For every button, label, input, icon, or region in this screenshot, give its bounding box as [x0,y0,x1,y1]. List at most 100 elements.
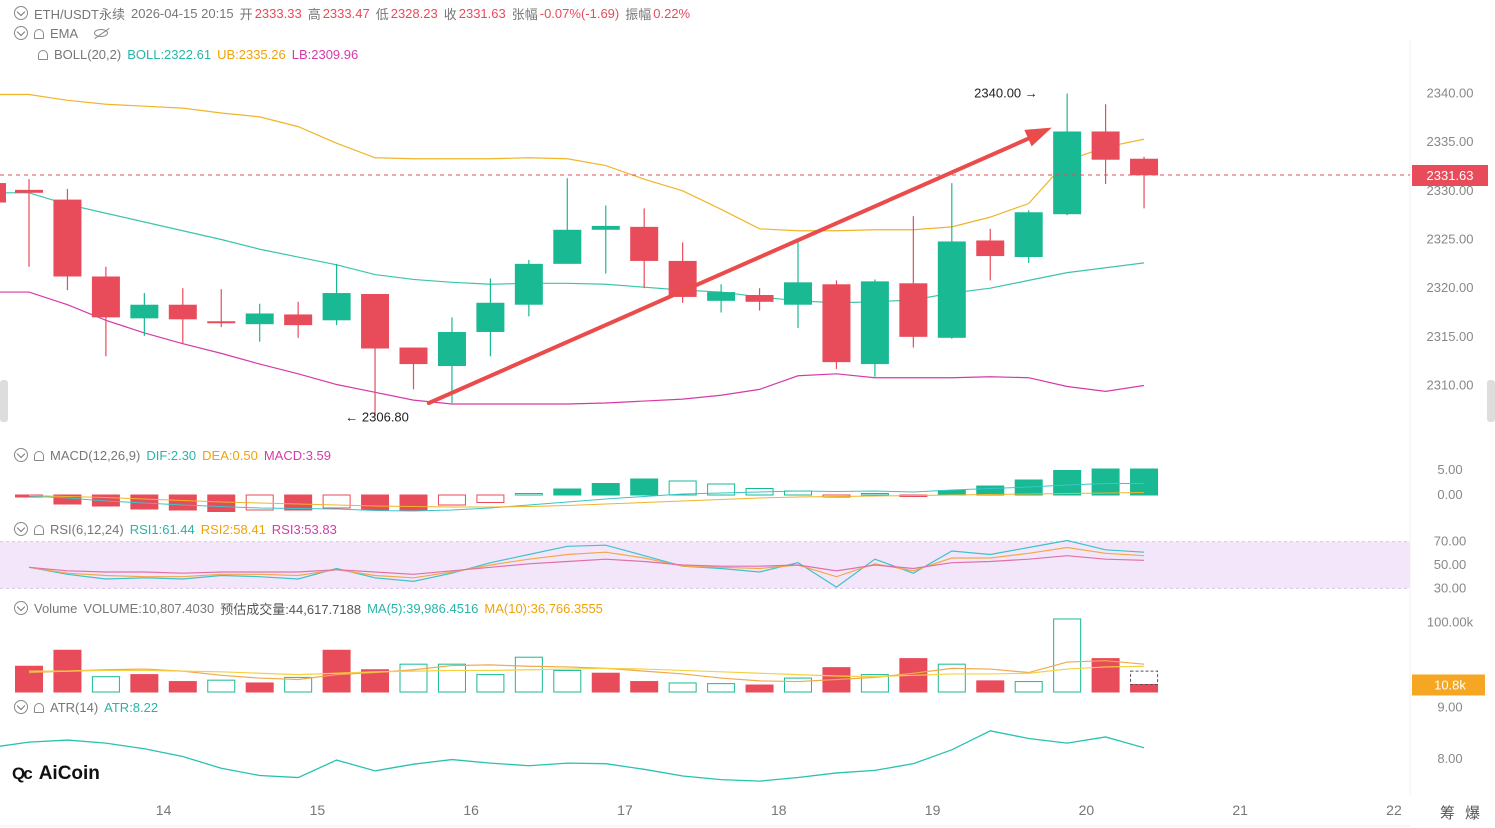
ema-legend: EMA [14,24,114,42]
candle-body [284,314,313,326]
high-annotation: 2340.00 → [974,86,1038,101]
volume-bar [976,680,1005,693]
right-panel-handle[interactable] [1487,380,1495,422]
candle-body [53,199,82,277]
collapse-chevron-icon[interactable] [14,26,28,40]
macd-histogram-bar [130,494,159,510]
atr-line [0,730,1145,782]
alert-bell-icon[interactable] [34,525,44,535]
candle-body [976,240,1005,257]
volume-bar [91,676,120,693]
last-price-tag [1412,164,1488,186]
candle-body [630,226,659,261]
price-tick-label: 2325.00 [1427,232,1474,247]
left-panel-handle[interactable] [0,380,8,422]
estimated-volume-box [1130,670,1159,685]
boll-mid-value: BOLL:2322.61 [127,46,212,62]
rsi-tick-label: 50.00 [1434,557,1467,572]
volume-bar [245,682,274,693]
rsi-band [0,541,1410,589]
macd-dif-value: DIF:2.30 [146,447,197,463]
last-price-label: 2331.63 [1427,168,1474,183]
open-label: 开 [239,6,253,22]
macd-dea-value: DEA:0.50 [202,447,258,463]
rsi2-value: RSI2:58.41 [200,521,266,537]
ohlc-legend: ETH/USDT永续 2026-04-15 20:15 开 2333.33 高 … [14,4,696,22]
macd-histogram-bar [399,494,428,511]
date-tick-label: 20 [1079,802,1095,818]
collapse-chevron-icon[interactable] [14,522,28,536]
candle-body [899,283,928,337]
alert-bell-icon[interactable] [38,50,48,60]
hidden-eye-icon[interactable] [94,29,109,37]
low-label: 低 [375,6,389,22]
amplitude-value: 0.22% [653,5,691,21]
chips-tab[interactable]: 筹 [1440,805,1456,822]
collapse-chevron-icon[interactable] [14,6,28,20]
volume-ma10-line [29,665,1145,678]
rsi1-line [28,539,1145,588]
macd-dif-line [28,483,1145,512]
candle-body [361,294,390,349]
date-tick-label: 22 [1386,802,1402,818]
macd-name: MACD(12,26,9) [50,447,141,463]
date-tick-label: 18 [771,802,787,818]
price-tick-label: 2315.00 [1427,329,1474,344]
macd-tick-label: 0.00 [1437,487,1462,502]
date-tick-label: 14 [156,802,172,818]
atr-tick-label: 8.00 [1437,751,1462,766]
volume-bar [437,663,466,693]
volume-ma5-line [28,660,1145,683]
volume-last-label: 10.8k [1434,677,1466,692]
collapse-chevron-icon[interactable] [14,601,28,615]
alert-bell-icon[interactable] [34,29,44,39]
rsi-tick-label: 30.00 [1434,580,1467,595]
datetime-label: 2026-04-15 20:15 [131,5,234,21]
estimated-volume-value: 预估成交量:44,617.7188 [220,601,362,617]
volume-legend: Volume VOLUME:10,807.4030 预估成交量:44,617.7… [14,599,609,617]
candle-body [476,302,505,332]
high-value: 2333.47 [322,5,370,21]
open-value: 2333.33 [254,5,302,21]
macd-histogram-bar [668,480,697,496]
rsi-name: RSI(6,12,24) [50,521,124,537]
candle-body [245,313,274,325]
candle-body [1130,158,1159,176]
date-tick-label: 17 [617,802,633,818]
macd-histogram-bar [476,494,505,503]
alert-bell-icon[interactable] [34,451,44,461]
macd-dea-line [28,492,1145,508]
macd-histogram-bar [284,494,313,511]
liquidation-tab[interactable]: 爆 [1465,805,1481,822]
volume-bar [591,672,620,693]
candle-body [553,229,582,264]
symbol-label: ETH/USDT永续 [34,6,126,22]
macd-histogram-bar [630,478,659,496]
macd-histogram-bar [553,488,582,496]
close-value: 2331.63 [458,5,506,21]
rsi-tick-label: 70.00 [1434,534,1467,549]
volume-bar [707,683,736,693]
volume-bar [630,681,659,693]
macd-histogram-bar [1130,468,1159,496]
candle-body [399,347,428,365]
boll-lower-value: LB:2309.96 [291,46,359,62]
price-tick-label: 2335.00 [1427,134,1474,149]
candle-body [745,294,774,302]
alert-bell-icon[interactable] [34,703,44,713]
candle-body [168,304,197,320]
rsi1-value: RSI1:61.44 [129,521,195,537]
trend-arrow-head [1024,127,1052,147]
volume-bar [860,674,889,693]
aicoin-logo: Qc AiCoin [12,763,100,785]
boll-upper-value: UB:2335.26 [217,46,286,62]
macd-histogram-bar [437,494,466,506]
collapse-chevron-icon[interactable] [14,448,28,462]
collapse-chevron-icon[interactable] [14,700,28,714]
candle-body [437,331,466,367]
volume-bar [322,649,351,693]
candle-body [784,282,812,305]
candle-body [322,293,351,321]
